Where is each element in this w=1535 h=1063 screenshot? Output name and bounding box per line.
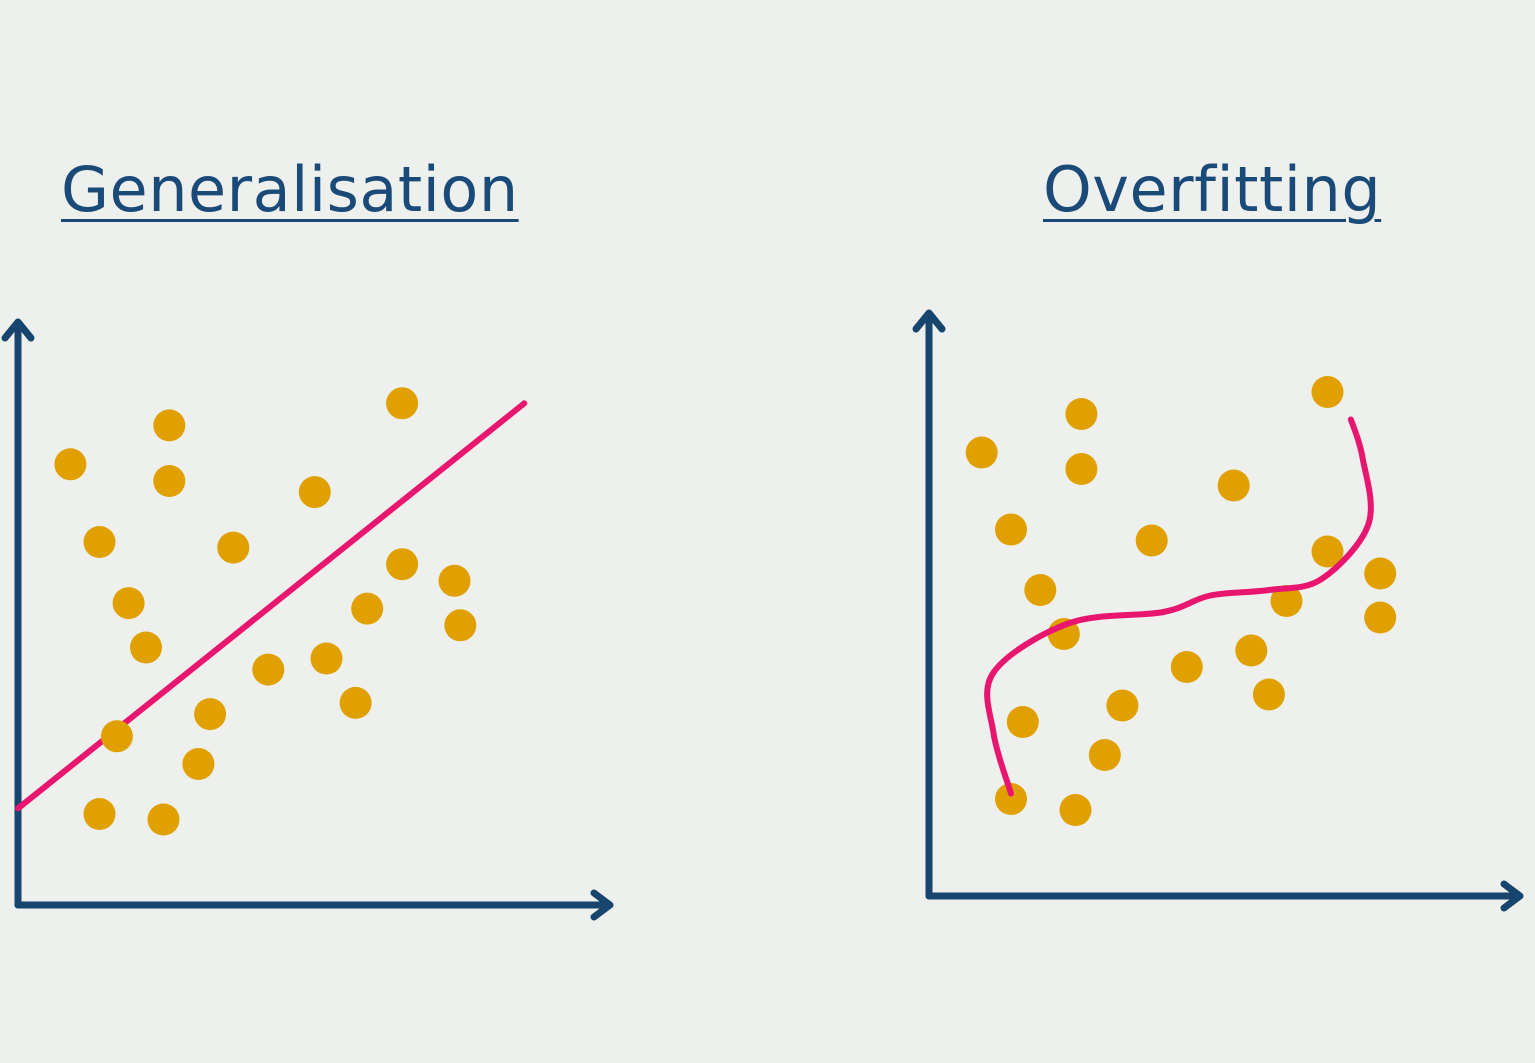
overfitting-data-point [1270,585,1303,617]
generalisation-data-point [386,387,419,420]
generalisation-x-axis-arrowhead [590,889,614,921]
overfitting-axes [912,309,1524,912]
overfitting-data-point [1059,794,1092,826]
overfitting-data-point [1135,524,1168,557]
generalisation-points [54,387,477,836]
overfitting-data-point [1235,634,1268,667]
overfitting-data-point [1088,739,1121,771]
generalisation-data-point [54,448,87,481]
overfitting-data-point [1252,678,1285,711]
generalisation-data-point [153,465,186,497]
generalisation-data-point [153,409,186,442]
generalisation-data-point [83,798,116,830]
generalisation-data-point [438,564,471,597]
overfitting-chart [912,309,1524,912]
generalisation-data-point [310,642,343,675]
overfitting-data-point [995,513,1027,546]
overfitting-x-axis-arrowhead [1500,880,1524,912]
generalisation-data-point [444,609,477,642]
generalisation-data-point [83,526,116,558]
overfitting-data-point [995,783,1027,815]
overfitting-points [965,376,1397,826]
overfitting-data-point [1065,398,1098,430]
generalisation-y-axis-arrowhead [1,318,35,342]
generalisation-data-point [194,698,227,731]
generalisation-chart [1,318,614,921]
overfitting-fit-line-group [984,416,1374,797]
overfitting-data-point [1364,601,1397,634]
overfitting-data-point [1170,651,1203,683]
generalisation-data-point [252,653,285,686]
generalisation-data-point [147,803,180,836]
overfitting-title: Overfitting [1043,153,1382,226]
overfitting-data-point [1065,453,1098,485]
overfitting-data-point [1217,469,1250,502]
generalisation-data-point [217,531,250,564]
overfitting-data-point [965,436,998,469]
generalisation-data-point [298,476,331,509]
overfitting-data-point [1364,557,1397,590]
overfitting-data-point [1024,574,1057,606]
generalisation-data-point [100,720,133,753]
generalisation-title: Generalisation [61,153,519,226]
generalisation-data-point [130,631,162,664]
generalisation-data-point [386,548,419,581]
generalisation-data-point [351,592,384,625]
generalisation-data-point [339,686,372,719]
generalisation-fit-line-group [15,400,528,812]
overfitting-fit-line [984,416,1374,797]
generalisation-data-point [182,748,215,780]
overfitting-data-point [1106,689,1139,722]
overfitting-data-point [1006,706,1039,738]
overfitting-y-axis-arrowhead [912,309,946,333]
overfitting-data-point [1311,535,1344,568]
overfitting-data-point [1311,376,1344,408]
generalisation-data-point [112,587,145,620]
generalisation-fit-line [15,400,528,812]
